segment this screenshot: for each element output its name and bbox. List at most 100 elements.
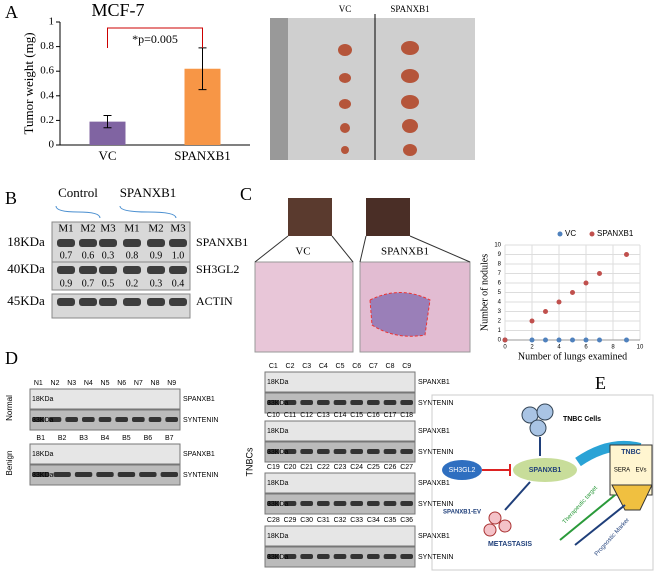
size-label: 18KDa [7, 234, 45, 249]
node-label: SPANXB1-EV [443, 510, 481, 516]
band [169, 298, 187, 306]
band [57, 298, 75, 306]
lane-label: C18 [400, 412, 413, 419]
band [48, 417, 62, 422]
point [570, 337, 575, 343]
lane-label: C35 [384, 517, 397, 524]
band [147, 266, 165, 274]
blot [264, 472, 416, 494]
lane-label: N9 [167, 380, 176, 387]
quant-value: 0.4 [172, 278, 185, 289]
band [400, 501, 413, 506]
y-tick-label: 8 [498, 262, 502, 268]
band [79, 239, 97, 247]
size-label: 18KDa [267, 533, 289, 540]
point [543, 337, 548, 343]
band [165, 417, 178, 422]
lane-label: B7 [165, 435, 174, 442]
lane-label: C13 [317, 412, 330, 419]
x-tick-label: SPANXB1 [174, 148, 231, 163]
panel-label: D [5, 348, 18, 368]
band [139, 472, 157, 477]
band [32, 417, 45, 422]
blot [29, 443, 181, 465]
lane-label: C16 [367, 412, 380, 419]
size-label: 18KDa [32, 451, 54, 458]
band [74, 472, 93, 477]
y-tick-label: 1 [49, 16, 55, 28]
point [556, 299, 562, 305]
inhibit-arrow [482, 464, 511, 476]
protein-label: SPANXB1 [418, 379, 450, 386]
arrow [504, 481, 531, 511]
legend-marker [589, 231, 595, 237]
node [513, 458, 577, 482]
panel-label: E [595, 373, 606, 393]
band [383, 449, 397, 454]
x-tick-label: VC [98, 148, 116, 163]
x-tick-label: 10 [637, 345, 644, 351]
band [53, 472, 71, 477]
size-label: 33KDa [267, 449, 289, 456]
x-axis-label: Number of lungs examined [518, 351, 627, 362]
protein-label: SYNTENIN [183, 417, 218, 424]
node-label: Therapeutic target [562, 485, 599, 525]
quant-value: 0.7 [60, 250, 73, 261]
lung-thumb [366, 198, 410, 236]
band [267, 400, 280, 405]
point [597, 337, 602, 343]
tumor-region [369, 292, 431, 337]
arrow [559, 494, 616, 541]
band [300, 449, 313, 454]
band [333, 501, 347, 506]
ruler [270, 18, 288, 160]
y-tick-label: 0.8 [40, 40, 54, 52]
blot [51, 261, 191, 291]
lane-label: C29 [284, 517, 297, 524]
group-label: Benign [5, 451, 14, 476]
band [123, 298, 141, 306]
band [400, 400, 413, 405]
lane-label: C19 [267, 464, 280, 471]
band [317, 501, 330, 506]
cell [529, 419, 547, 437]
lane-label: C7 [369, 363, 378, 370]
blot [29, 388, 181, 410]
band [333, 449, 347, 454]
y-tick-label: 0.4 [40, 89, 54, 101]
lane-label: C21 [300, 464, 313, 471]
point [570, 290, 575, 295]
point [502, 337, 508, 343]
lane-label: C28 [267, 517, 280, 524]
chart-title: MCF-7 [91, 0, 144, 20]
lane-label: M3 [100, 223, 116, 235]
node-label: SH3GL2 [449, 467, 476, 474]
band [300, 400, 313, 405]
lane-label: C33 [350, 517, 363, 524]
lane-label: C20 [284, 464, 297, 471]
quant-value: 0.9 [150, 250, 163, 261]
band [267, 554, 280, 559]
lane-label: N4 [84, 380, 93, 387]
protein-label: SPANXB1 [418, 428, 450, 435]
point [529, 318, 535, 324]
band [350, 501, 363, 506]
band [123, 266, 141, 274]
blot [264, 420, 416, 442]
significance-bracket [107, 27, 203, 48]
lane-label: C30 [300, 517, 313, 524]
bar [89, 121, 126, 145]
group-label: Normal [5, 395, 14, 421]
y-tick-label: 1 [498, 328, 502, 334]
band [400, 449, 413, 454]
lane-label: B5 [122, 435, 131, 442]
image-label: SPANXB1 [381, 246, 429, 258]
protein-label: SPANXB1 [183, 451, 215, 458]
lane-label: N2 [51, 380, 60, 387]
band [350, 449, 363, 454]
y-tick-label: 9 [498, 252, 502, 258]
protein-label: SYNTENIN [418, 400, 453, 407]
lung-thumb [288, 198, 332, 236]
band [96, 472, 114, 477]
